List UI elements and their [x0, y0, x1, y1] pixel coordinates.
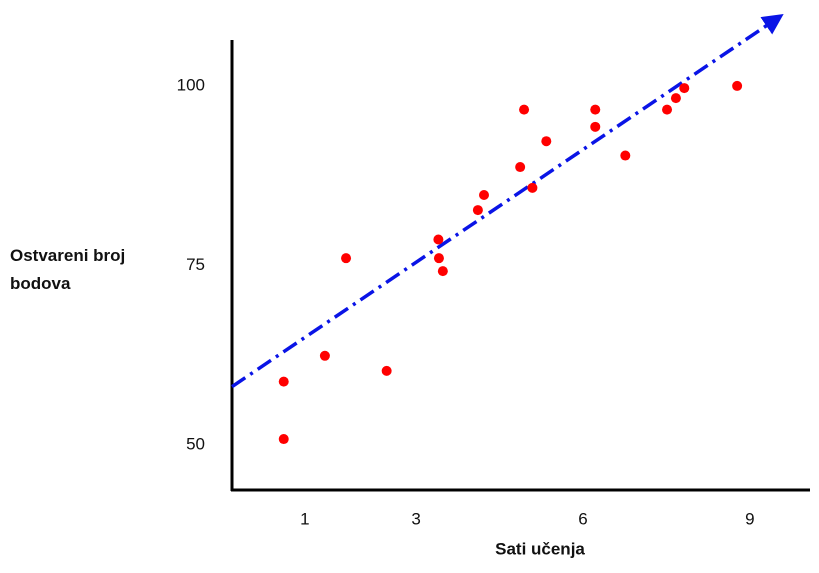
point [433, 234, 444, 245]
point [341, 253, 352, 264]
x-tick-label: 9 [745, 509, 754, 528]
point [590, 121, 601, 132]
y-tick-label: 75 [186, 255, 205, 274]
x-tick-label: 6 [578, 509, 587, 528]
point [590, 104, 601, 115]
point [433, 253, 444, 264]
point [278, 376, 289, 387]
x-tick-label: 3 [411, 509, 420, 528]
x-axis-title: Sati učenja [495, 539, 585, 558]
point [732, 80, 743, 91]
point [472, 205, 483, 216]
point [670, 93, 681, 104]
y-tick-label: 100 [177, 75, 205, 94]
point [620, 150, 631, 161]
trend-line [231, 14, 784, 389]
point [662, 104, 673, 115]
point [519, 104, 530, 115]
point [541, 136, 552, 147]
y-tick-label: 50 [186, 434, 205, 453]
point [479, 190, 490, 201]
point [515, 162, 526, 173]
point [437, 266, 448, 277]
point [679, 83, 690, 94]
point [319, 350, 330, 361]
y-axis-title: Ostvareni broj bodova [10, 246, 126, 293]
point [381, 365, 392, 376]
point [278, 434, 289, 445]
x-tick-label: 1 [300, 509, 309, 528]
point [527, 182, 538, 193]
